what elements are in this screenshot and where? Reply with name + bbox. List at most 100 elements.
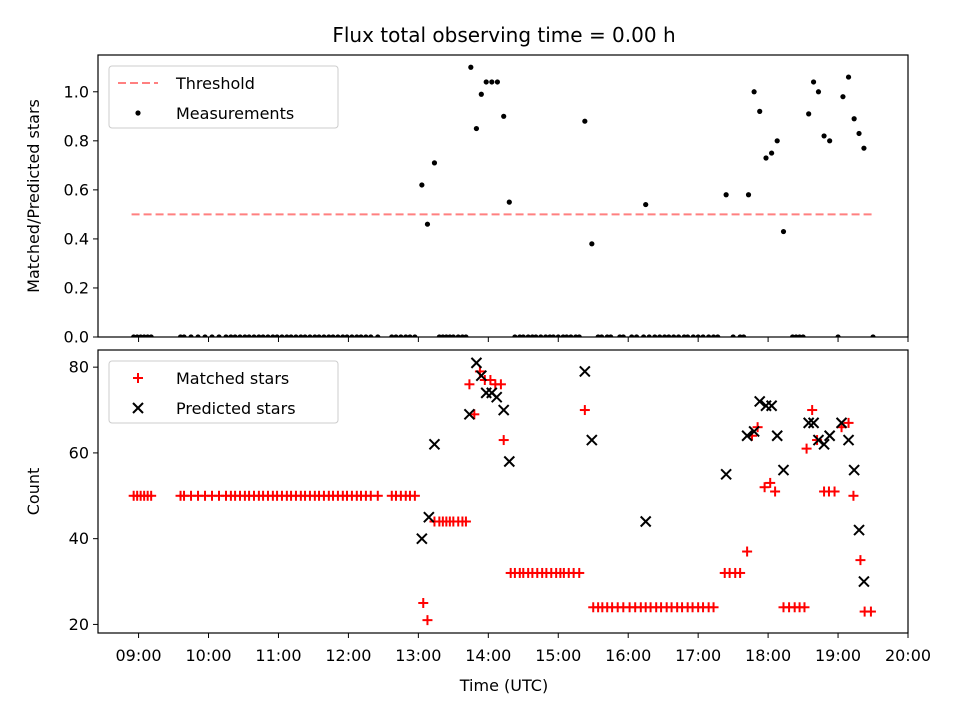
data-point bbox=[469, 409, 480, 420]
data-point bbox=[398, 334, 404, 337]
data-point-stroke bbox=[765, 400, 778, 412]
data-point bbox=[843, 417, 854, 428]
data-point-stroke bbox=[639, 515, 652, 528]
data-point bbox=[495, 379, 506, 390]
y-tick-label: 0.6 bbox=[64, 180, 89, 199]
data-point bbox=[181, 334, 187, 337]
data-point bbox=[354, 334, 360, 337]
data-point bbox=[815, 89, 822, 95]
data-point bbox=[288, 334, 294, 337]
data-point bbox=[475, 370, 488, 382]
data-point bbox=[807, 417, 820, 429]
y-tick-label: 0.0 bbox=[64, 328, 89, 347]
data-point bbox=[599, 334, 605, 337]
data-point-stroke bbox=[858, 575, 870, 588]
legend-label: Threshold bbox=[175, 74, 255, 93]
data-point bbox=[478, 91, 484, 97]
data-point bbox=[708, 602, 719, 613]
plot-area bbox=[128, 357, 876, 626]
data-point bbox=[209, 334, 215, 337]
chart-title: Flux total observing time = 0.00 h bbox=[332, 23, 675, 47]
x-tick-label: 20:00 bbox=[885, 646, 931, 665]
legend-box bbox=[108, 360, 339, 424]
data-point-stroke bbox=[720, 468, 732, 481]
data-point-stroke bbox=[802, 417, 815, 429]
data-point bbox=[741, 430, 753, 442]
y-tick-label: 0.2 bbox=[64, 278, 89, 297]
data-point bbox=[316, 334, 322, 337]
data-point-stroke bbox=[470, 357, 483, 369]
y-tick-label: 40 bbox=[69, 529, 89, 548]
data-point-stroke bbox=[586, 434, 598, 446]
data-point bbox=[473, 125, 480, 132]
data-point bbox=[216, 334, 222, 337]
data-point-stroke bbox=[741, 430, 753, 442]
data-point bbox=[780, 228, 787, 235]
axes-frame bbox=[97, 349, 909, 634]
data-point-stroke bbox=[463, 408, 476, 421]
data-point bbox=[646, 334, 652, 337]
data-point bbox=[675, 334, 682, 337]
data-point bbox=[666, 334, 672, 337]
data-point bbox=[842, 434, 855, 446]
data-point-stroke bbox=[503, 455, 516, 468]
data-point bbox=[468, 64, 474, 70]
data-point bbox=[368, 334, 374, 337]
data-point bbox=[321, 334, 327, 337]
data-point bbox=[409, 490, 420, 501]
data-point bbox=[260, 334, 266, 337]
data-point bbox=[695, 334, 701, 337]
data-point bbox=[823, 430, 836, 442]
x-tick-label: 19:00 bbox=[815, 646, 861, 665]
data-point bbox=[582, 118, 588, 124]
data-point-stroke bbox=[771, 430, 783, 442]
data-point bbox=[330, 334, 336, 337]
data-point bbox=[723, 192, 729, 198]
ratio-panel: 0.0 0.2 0.4 0.6 0.8 1.0 Matched/Predicted star… bbox=[24, 54, 909, 347]
data-point bbox=[700, 334, 706, 337]
data-point bbox=[543, 334, 549, 337]
data-point-stroke bbox=[853, 524, 865, 536]
data-point-stroke bbox=[807, 417, 820, 429]
data-point bbox=[520, 334, 526, 337]
data-point bbox=[340, 334, 346, 337]
data-point bbox=[418, 597, 429, 608]
data-point bbox=[279, 334, 285, 337]
data-point bbox=[858, 575, 870, 588]
data-point bbox=[827, 138, 833, 144]
y-tick-label: 1.0 bbox=[64, 82, 89, 101]
y-tick-label: 0.8 bbox=[64, 131, 89, 150]
data-point bbox=[777, 464, 790, 476]
data-point bbox=[715, 334, 721, 337]
data-point bbox=[861, 145, 867, 151]
data-point bbox=[533, 334, 539, 337]
data-point bbox=[769, 150, 775, 156]
x-tick-label: 17:00 bbox=[675, 646, 721, 665]
x-tick-label: 12:00 bbox=[325, 646, 371, 665]
data-point bbox=[335, 334, 341, 337]
data-point bbox=[579, 365, 591, 378]
data-point bbox=[765, 400, 778, 412]
data-point bbox=[302, 334, 308, 337]
data-point bbox=[685, 334, 691, 337]
data-point bbox=[690, 334, 696, 337]
data-point bbox=[801, 443, 812, 454]
data-point bbox=[407, 334, 413, 337]
data-point bbox=[256, 334, 262, 337]
data-point bbox=[807, 405, 818, 416]
data-point bbox=[589, 241, 595, 247]
data-point bbox=[661, 334, 668, 337]
data-point bbox=[403, 334, 409, 337]
data-point bbox=[270, 334, 276, 337]
data-point bbox=[344, 334, 350, 337]
data-point bbox=[412, 334, 418, 337]
data-point bbox=[657, 334, 663, 337]
x-axis-label: Time (UTC) bbox=[459, 676, 548, 695]
legend-swatch-marker bbox=[132, 402, 144, 414]
y-axis-label: Count bbox=[24, 468, 43, 516]
legend-swatch-marker bbox=[133, 373, 143, 383]
data-point bbox=[195, 334, 201, 337]
legend-label: Predicted stars bbox=[176, 399, 296, 418]
data-point bbox=[706, 334, 712, 337]
data-point-stroke bbox=[818, 438, 830, 451]
